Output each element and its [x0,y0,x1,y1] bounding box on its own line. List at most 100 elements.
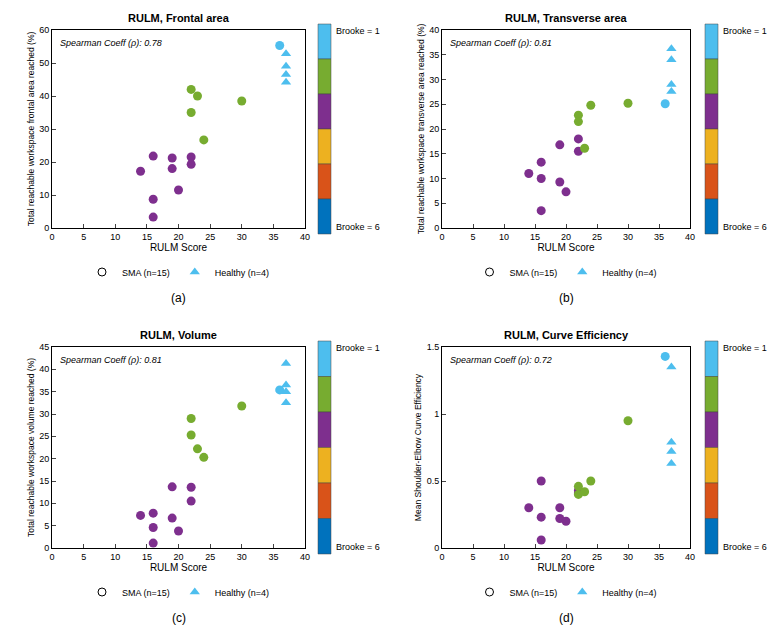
svg-text:40: 40 [300,232,310,242]
svg-text:5: 5 [470,232,475,242]
svg-text:Brooke = 1: Brooke = 1 [723,343,767,353]
svg-text:30: 30 [429,75,439,85]
svg-text:20: 20 [561,552,571,562]
svg-text:25: 25 [205,232,215,242]
svg-text:30: 30 [237,232,247,242]
svg-text:Brooke = 1: Brooke = 1 [336,26,380,36]
svg-text:35: 35 [39,387,49,397]
svg-text:25: 25 [429,99,439,109]
svg-text:30: 30 [39,409,49,419]
svg-text:0: 0 [434,543,439,553]
svg-text:45: 45 [39,342,49,352]
svg-text:Brooke = 6: Brooke = 6 [336,542,380,552]
svg-text:RULM Score: RULM Score [150,562,208,573]
svg-text:25: 25 [205,552,215,562]
svg-text:5: 5 [81,232,86,242]
svg-text:40: 40 [39,91,49,101]
svg-text:0: 0 [439,552,444,562]
svg-text:Healthy (n=4): Healthy (n=4) [602,268,656,278]
svg-text:Brooke = 1: Brooke = 1 [336,343,380,353]
svg-text:Total reachable workspace fron: Total reachable workspace frontal area r… [26,32,36,227]
svg-text:5: 5 [434,198,439,208]
svg-text:Brooke = 6: Brooke = 6 [723,222,767,232]
svg-text:Brooke = 6: Brooke = 6 [336,222,380,232]
svg-text:10: 10 [110,552,120,562]
svg-text:Spearman Coeff (ρ): 0.72: Spearman Coeff (ρ): 0.72 [450,355,552,365]
svg-text:40: 40 [39,364,49,374]
svg-text:SMA (n=15): SMA (n=15) [510,268,558,278]
svg-text:0: 0 [44,543,49,553]
svg-text:0: 0 [44,223,49,233]
svg-text:SMA (n=15): SMA (n=15) [510,588,558,598]
svg-text:15: 15 [530,552,540,562]
svg-text:RULM, Volume: RULM, Volume [140,329,217,341]
svg-text:30: 30 [623,552,633,562]
svg-text:10: 10 [499,552,509,562]
svg-text:Spearman Coeff (ρ): 0.78: Spearman Coeff (ρ): 0.78 [60,38,162,48]
svg-text:20: 20 [173,232,183,242]
svg-text:10: 10 [39,498,49,508]
svg-text:RULM, Curve Efficiency: RULM, Curve Efficiency [504,329,629,341]
svg-text:40: 40 [685,232,695,242]
svg-text:Healthy (n=4): Healthy (n=4) [215,268,269,278]
svg-text:60: 60 [39,25,49,35]
svg-text:35: 35 [268,232,278,242]
svg-text:0: 0 [49,232,54,242]
svg-text:20: 20 [561,232,571,242]
svg-text:25: 25 [592,552,602,562]
svg-text:RULM, Frontal area: RULM, Frontal area [128,12,230,24]
svg-text:1: 1 [434,409,439,419]
svg-text:30: 30 [237,552,247,562]
svg-text:(a): (a) [171,291,186,305]
svg-text:5: 5 [470,552,475,562]
svg-text:Spearman Coeff (ρ): 0.81: Spearman Coeff (ρ): 0.81 [450,38,552,48]
svg-text:15: 15 [530,232,540,242]
svg-text:35: 35 [268,552,278,562]
svg-text:10: 10 [110,232,120,242]
svg-text:15: 15 [429,149,439,159]
svg-text:35: 35 [654,552,664,562]
svg-text:25: 25 [592,232,602,242]
svg-text:0.5: 0.5 [427,476,440,486]
svg-text:20: 20 [173,552,183,562]
svg-text:10: 10 [429,174,439,184]
svg-text:RULM Score: RULM Score [537,242,595,253]
svg-text:0: 0 [49,552,54,562]
svg-text:Mean Shoulder-Elbow Curve Effi: Mean Shoulder-Elbow Curve Efficiency [413,373,423,521]
svg-text:Healthy (n=4): Healthy (n=4) [215,588,269,598]
svg-text:40: 40 [429,25,439,35]
svg-text:SMA (n=15): SMA (n=15) [122,268,170,278]
svg-text:15: 15 [39,476,49,486]
svg-text:40: 40 [300,552,310,562]
svg-text:5: 5 [81,552,86,562]
svg-text:30: 30 [623,232,633,242]
svg-text:35: 35 [429,50,439,60]
svg-text:Spearman Coeff (ρ): 0.81: Spearman Coeff (ρ): 0.81 [60,355,162,365]
svg-text:30: 30 [39,124,49,134]
svg-text:RULM Score: RULM Score [150,242,208,253]
svg-text:Total reachable workspace tran: Total reachable workspace transverse are… [416,23,426,234]
svg-text:Brooke = 6: Brooke = 6 [723,542,767,552]
svg-text:10: 10 [39,190,49,200]
svg-text:(c): (c) [172,611,186,625]
svg-text:0: 0 [434,223,439,233]
svg-text:20: 20 [39,454,49,464]
svg-text:Total reachable workspace volu: Total reachable workspace volume reached… [26,358,36,537]
svg-text:35: 35 [654,232,664,242]
svg-text:50: 50 [39,58,49,68]
svg-text:40: 40 [685,552,695,562]
svg-text:5: 5 [44,521,49,531]
svg-text:Brooke = 1: Brooke = 1 [723,26,767,36]
svg-text:20: 20 [39,157,49,167]
svg-text:SMA (n=15): SMA (n=15) [122,588,170,598]
svg-text:10: 10 [499,232,509,242]
svg-text:15: 15 [142,552,152,562]
svg-text:RULM, Transverse area: RULM, Transverse area [505,12,628,24]
svg-text:1.5: 1.5 [427,342,440,352]
svg-text:0: 0 [439,232,444,242]
svg-text:RULM Score: RULM Score [537,562,595,573]
svg-text:20: 20 [429,124,439,134]
svg-text:(b): (b) [559,291,574,305]
svg-text:15: 15 [142,232,152,242]
svg-text:Healthy (n=4): Healthy (n=4) [602,588,656,598]
